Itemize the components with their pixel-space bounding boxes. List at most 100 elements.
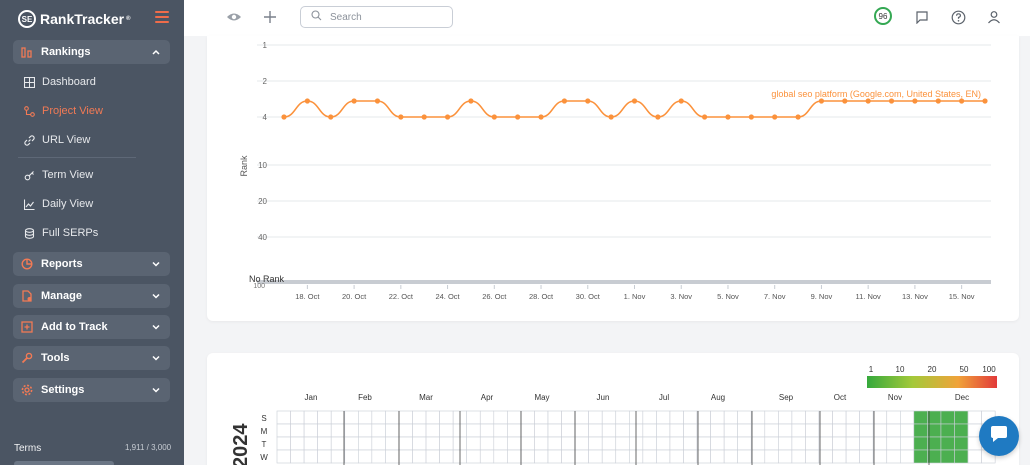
calendar-day-cell[interactable]	[845, 410, 860, 425]
calendar-day-cell[interactable]	[954, 423, 969, 438]
calendar-day-cell[interactable]	[642, 423, 657, 438]
calendar-day-cell[interactable]	[385, 423, 400, 438]
data-point[interactable]	[678, 98, 684, 104]
calendar-day-cell[interactable]	[791, 449, 806, 464]
calendar-day-cell[interactable]	[479, 449, 495, 464]
calendar-day-cell[interactable]	[872, 436, 888, 451]
calendar-day-cell[interactable]	[601, 436, 617, 451]
calendar-day-cell[interactable]	[493, 410, 508, 425]
calendar-day-cell[interactable]	[466, 449, 481, 464]
terms-label[interactable]: Terms	[14, 443, 42, 454]
calendar-day-cell[interactable]	[656, 410, 671, 425]
calendar-day-cell[interactable]	[764, 436, 779, 451]
calendar-day-cell[interactable]	[940, 436, 955, 451]
nav-group-settings[interactable]: Settings	[13, 378, 170, 402]
calendar-day-cell[interactable]	[574, 410, 589, 425]
search-box[interactable]	[300, 6, 453, 28]
calendar-day-cell[interactable]	[588, 410, 603, 425]
calendar-day-cell[interactable]	[872, 410, 888, 425]
calendar-day-cell[interactable]	[574, 423, 589, 438]
data-point[interactable]	[935, 98, 941, 104]
data-point[interactable]	[421, 114, 427, 120]
calendar-day-cell[interactable]	[561, 423, 576, 438]
user-icon[interactable]	[985, 8, 1003, 26]
calendar-day-cell[interactable]	[358, 410, 373, 425]
calendar-day-cell[interactable]	[371, 449, 386, 464]
nav-group-manage[interactable]: Manage	[13, 284, 170, 308]
calendar-day-cell[interactable]	[778, 423, 793, 438]
calendar-day-cell[interactable]	[913, 436, 928, 451]
calendar-day-cell[interactable]	[507, 449, 522, 464]
calendar-day-cell[interactable]	[859, 449, 874, 464]
calendar-day-cell[interactable]	[845, 436, 860, 451]
help-icon[interactable]	[949, 8, 967, 26]
calendar-day-cell[interactable]	[520, 423, 535, 438]
nav-group-reports[interactable]: Reports	[13, 252, 170, 276]
calendar-day-cell[interactable]	[750, 449, 766, 464]
calendar-day-cell[interactable]	[439, 449, 454, 464]
calendar-day-cell[interactable]	[913, 423, 928, 438]
calendar-day-cell[interactable]	[303, 436, 318, 451]
data-point[interactable]	[515, 114, 521, 120]
calendar-day-cell[interactable]	[778, 410, 793, 425]
data-point[interactable]	[865, 98, 871, 104]
calendar-day-cell[interactable]	[927, 436, 942, 451]
calendar-day-cell[interactable]	[818, 436, 833, 451]
data-point[interactable]	[818, 98, 825, 104]
calendar-day-cell[interactable]	[507, 423, 522, 438]
calendar-day-cell[interactable]	[615, 436, 630, 451]
calendar-day-cell[interactable]	[886, 423, 901, 438]
plus-icon[interactable]	[261, 8, 279, 26]
calendar-day-cell[interactable]	[872, 423, 888, 438]
calendar-day-cell[interactable]	[750, 436, 766, 451]
calendar-day-cell[interactable]	[642, 410, 657, 425]
calendar-day-cell[interactable]	[859, 410, 874, 425]
calendar-day-cell[interactable]	[439, 410, 454, 425]
calendar-day-cell[interactable]	[656, 449, 671, 464]
calendar-day-cell[interactable]	[520, 449, 535, 464]
calendar-day-cell[interactable]	[750, 423, 766, 438]
calendar-day-cell[interactable]	[954, 410, 969, 425]
calendar-day-cell[interactable]	[805, 436, 820, 451]
calendar-day-cell[interactable]	[479, 410, 495, 425]
sidebar-item-url-view[interactable]: URL View	[23, 131, 173, 149]
calendar-day-cell[interactable]	[317, 410, 332, 425]
calendar-day-cell[interactable]	[791, 423, 806, 438]
data-point[interactable]	[982, 98, 988, 104]
sidebar-item-term-view[interactable]: Term View	[23, 166, 173, 184]
calendar-day-cell[interactable]	[818, 423, 833, 438]
data-point[interactable]	[561, 98, 567, 104]
health-score-badge[interactable]: 96	[874, 7, 892, 25]
calendar-day-cell[interactable]	[927, 410, 942, 425]
calendar-day-cell[interactable]	[290, 423, 305, 438]
calendar-day-cell[interactable]	[669, 436, 684, 451]
calendar-day-cell[interactable]	[737, 423, 752, 438]
data-point[interactable]	[398, 114, 404, 120]
data-point[interactable]	[585, 98, 591, 104]
calendar-day-cell[interactable]	[899, 436, 915, 451]
calendar-day-cell[interactable]	[547, 423, 562, 438]
calendar-day-cell[interactable]	[385, 449, 400, 464]
calendar-day-cell[interactable]	[276, 423, 291, 438]
calendar-day-cell[interactable]	[479, 423, 495, 438]
calendar-day-cell[interactable]	[466, 436, 481, 451]
calendar-day-cell[interactable]	[344, 423, 359, 438]
calendar-day-cell[interactable]	[723, 436, 739, 451]
calendar-day-cell[interactable]	[615, 410, 630, 425]
data-point[interactable]	[631, 98, 638, 104]
calendar-day-cell[interactable]	[886, 436, 901, 451]
calendar-day-cell[interactable]	[534, 410, 549, 425]
calendar-day-cell[interactable]	[371, 410, 386, 425]
calendar-day-cell[interactable]	[344, 449, 359, 464]
calendar-day-cell[interactable]	[683, 423, 698, 438]
calendar-day-cell[interactable]	[954, 449, 969, 464]
calendar-day-cell[interactable]	[764, 410, 779, 425]
calendar-day-cell[interactable]	[344, 436, 359, 451]
calendar-day-cell[interactable]	[696, 436, 711, 451]
calendar-day-cell[interactable]	[696, 449, 711, 464]
calendar-day-cell[interactable]	[656, 423, 671, 438]
eye-icon[interactable]	[225, 8, 243, 26]
calendar-day-cell[interactable]	[601, 449, 617, 464]
calendar-day-cell[interactable]	[398, 436, 413, 451]
calendar-day-cell[interactable]	[398, 449, 413, 464]
